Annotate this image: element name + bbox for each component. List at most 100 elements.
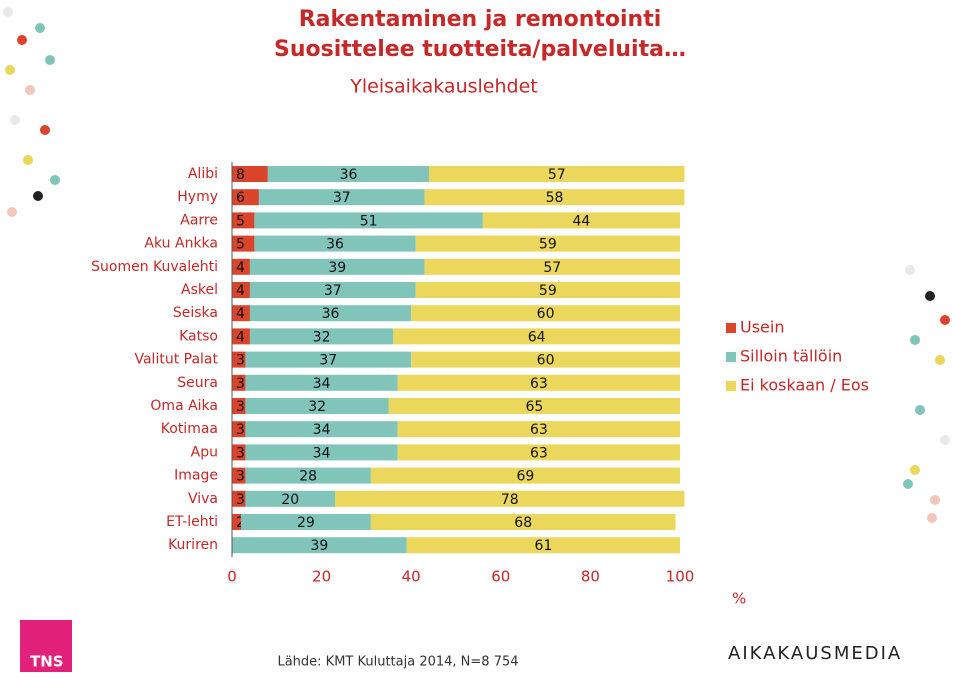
bar-segment <box>245 421 398 438</box>
value-label: 37 <box>324 283 342 299</box>
value-label: 4 <box>236 306 245 322</box>
value-label: 37 <box>333 190 351 206</box>
category-label: Katso <box>179 328 218 344</box>
value-label: 8 <box>236 167 245 183</box>
bar-segment <box>249 328 394 345</box>
value-label: 6 <box>236 190 245 206</box>
bar-segment <box>249 258 425 275</box>
bar-segment <box>232 444 246 461</box>
bar-segment <box>232 398 246 414</box>
value-label: 39 <box>310 538 328 554</box>
legend-label: Silloin tällöin <box>740 347 842 366</box>
bar-segment <box>411 351 680 368</box>
source: Lähde: KMT Kuluttaja 2014, N=8 754 <box>277 655 518 670</box>
category-label: Viva <box>188 491 218 507</box>
category-label: Aku Ankka <box>144 236 218 252</box>
bar-segment <box>232 421 246 438</box>
value-label: 34 <box>313 445 331 461</box>
value-label: 3 <box>236 353 245 369</box>
value-label: 3 <box>236 445 245 461</box>
value-label: 5 <box>236 237 245 253</box>
bar-segment <box>411 305 680 322</box>
category-label: Aarre <box>180 212 218 228</box>
value-label: 4 <box>236 283 245 299</box>
bar-segment <box>232 374 246 391</box>
bar-segment <box>254 235 416 252</box>
category-label: Valitut Palat <box>134 352 218 368</box>
bar-segment <box>267 166 430 182</box>
value-label: 63 <box>530 422 548 438</box>
bar-segment <box>370 514 676 530</box>
value-label: 3 <box>236 399 245 415</box>
bar-segment <box>240 514 371 530</box>
value-label: 65 <box>525 399 543 415</box>
value-label: 61 <box>534 538 552 554</box>
logo-tns: TNS <box>30 653 64 671</box>
x-unit: % <box>732 590 746 608</box>
value-label: 68 <box>514 515 532 531</box>
bar-segment <box>232 212 255 229</box>
bar-segment <box>429 166 685 182</box>
bar-segment <box>388 398 680 414</box>
bar-segment <box>232 166 268 182</box>
chart-title: Rakentaminen ja remontointi <box>299 7 662 32</box>
logo-aikakausmedia: AIKAKAUSMEDIA <box>728 643 902 664</box>
category-label: Seiska <box>173 305 218 321</box>
decoration: TNS AIKAKAUSMEDIA <box>3 7 950 672</box>
bar-segment <box>232 490 246 507</box>
category-label: Suomen Kuvalehti <box>91 259 218 275</box>
x-tick-label: 80 <box>581 568 600 586</box>
value-label: 78 <box>501 492 519 508</box>
bar-segment <box>245 351 412 368</box>
x-tick-label: 0 <box>227 568 237 586</box>
value-label: 69 <box>517 469 535 485</box>
bar-segment <box>245 398 389 414</box>
value-label: 60 <box>537 353 555 369</box>
value-label: 57 <box>548 167 566 183</box>
value-label: 4 <box>236 260 245 276</box>
legend-label: Ei koskaan / Eos <box>740 376 869 395</box>
category-label: ET-lehti <box>166 514 218 530</box>
value-label: 4 <box>236 329 245 345</box>
value-label: 59 <box>539 237 557 253</box>
x-tick-label: 40 <box>402 568 421 586</box>
bar-segment <box>232 189 259 206</box>
value-label: 2 <box>236 515 245 531</box>
x-tick-label: 20 <box>312 568 331 586</box>
bar-segment <box>397 374 680 391</box>
bar-segment <box>249 305 412 322</box>
x-tick-label: 100 <box>666 568 695 586</box>
bar-segment <box>232 514 241 530</box>
bar-segment <box>249 282 416 298</box>
bar-segment <box>232 258 250 275</box>
value-label: 3 <box>236 469 245 485</box>
bar-segment <box>397 444 680 461</box>
bar-segment <box>424 258 680 275</box>
category-label: Seura <box>177 375 218 391</box>
x-tick-label: 60 <box>491 568 510 586</box>
chart-subtitle2: Yleisaikakauslehdet <box>349 76 537 98</box>
category-label: Alibi <box>188 166 218 182</box>
bar-segment <box>232 467 246 484</box>
bar-segment <box>245 490 336 507</box>
bar-segment <box>232 537 407 554</box>
category-label: Kotimaa <box>161 421 218 437</box>
value-label: 5 <box>236 213 245 229</box>
category-label: Askel <box>181 282 218 298</box>
category-label: Oma Aika <box>150 398 218 414</box>
legend-swatch <box>726 323 736 333</box>
value-label: 63 <box>530 376 548 392</box>
bar-segment <box>245 467 371 484</box>
value-label: 28 <box>299 469 317 485</box>
legend-label: Usein <box>740 318 784 337</box>
bar-segment <box>415 282 680 298</box>
value-label: 3 <box>236 376 245 392</box>
bar-segment <box>335 490 685 507</box>
value-label: 36 <box>322 306 340 322</box>
bar-segment <box>482 212 680 229</box>
bar-segment <box>415 235 680 252</box>
value-label: 34 <box>313 376 331 392</box>
value-label: 57 <box>543 260 561 276</box>
value-label: 64 <box>528 329 546 345</box>
